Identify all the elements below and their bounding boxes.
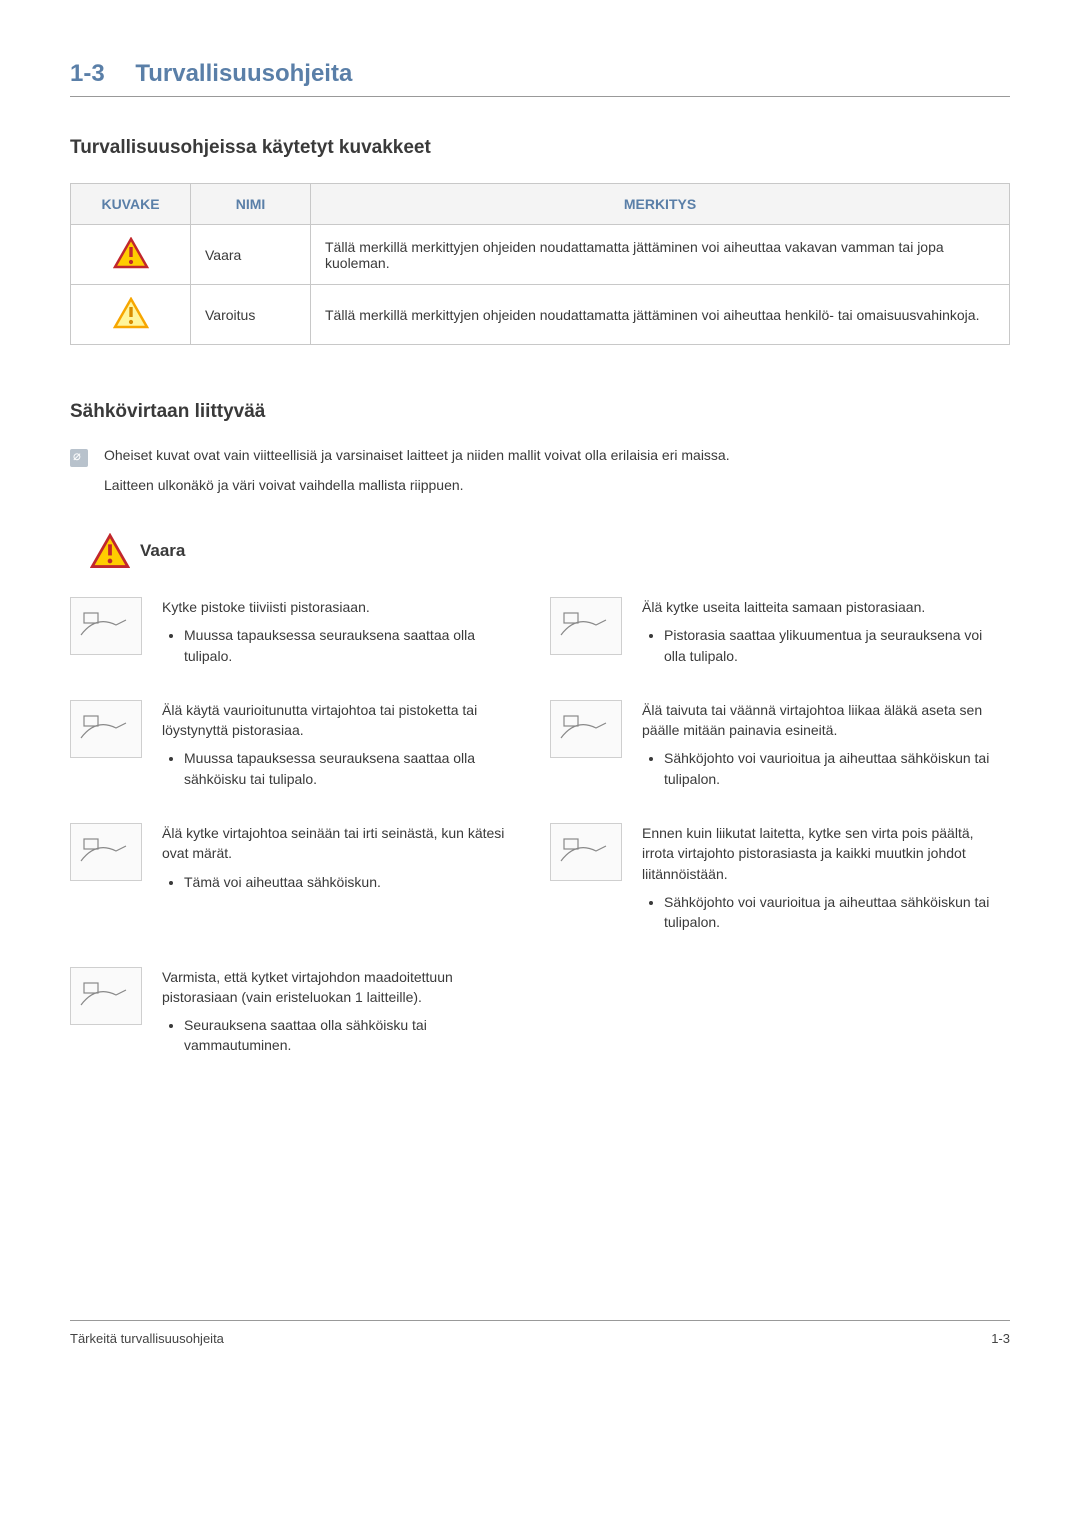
footer: Tärkeitä turvallisuusohjeita 1-3 — [70, 1320, 1010, 1346]
item-bullet: Pistorasia saattaa ylikuumentua ja seura… — [664, 625, 1000, 666]
danger-icon — [113, 237, 149, 269]
item-bullet: Tämä voi aiheuttaa sähköiskun. — [184, 872, 520, 892]
item-head: Kytke pistoke tiiviisti pistorasiaan. — [162, 597, 520, 617]
row-meaning: Tällä merkillä merkittyjen ohjeiden noud… — [311, 225, 1010, 285]
th-nimi: NIMI — [191, 184, 311, 225]
footer-right: 1-3 — [991, 1331, 1010, 1346]
subheading-icons: Turvallisuusohjeissa käytetyt kuvakkeet — [70, 137, 1010, 159]
item-head: Varmista, että kytket virtajohdon maadoi… — [162, 967, 520, 1008]
illustration-icon — [70, 597, 142, 655]
item-head: Ennen kuin liikutat laitetta, kytke sen … — [642, 823, 1000, 884]
icons-table: KUVAKE NIMI MERKITYS Vaara Tällä merkill… — [70, 183, 1010, 345]
danger-heading: Vaara — [90, 533, 1010, 569]
subheading-power: Sähkövirtaan liittyvää — [70, 401, 1010, 423]
illustration-icon — [550, 700, 622, 758]
table-row: Varoitus Tällä merkillä merkittyjen ohje… — [71, 285, 1010, 345]
safety-item: Älä kytke virtajohtoa seinään tai irti s… — [70, 823, 520, 936]
safety-item: Älä kytke useita laitteita samaan pistor… — [550, 597, 1000, 670]
section-header: 1-3 Turvallisuusohjeita — [70, 60, 1010, 97]
illustration-icon — [70, 967, 142, 1025]
row-name: Varoitus — [191, 285, 311, 345]
item-head: Älä taivuta tai väännä virtajohtoa liika… — [642, 700, 1000, 741]
section-number: 1-3 — [70, 60, 105, 87]
item-bullet: Seurauksena saattaa olla sähköisku tai v… — [184, 1015, 520, 1056]
note-text: Laitteen ulkonäkö ja väri voivat vaihdel… — [104, 477, 464, 493]
section-title: Turvallisuusohjeita — [135, 60, 352, 87]
warning-icon — [113, 297, 149, 329]
footer-left: Tärkeitä turvallisuusohjeita — [70, 1331, 224, 1346]
safety-item: Älä taivuta tai väännä virtajohtoa liika… — [550, 700, 1000, 793]
safety-item: Ennen kuin liikutat laitetta, kytke sen … — [550, 823, 1000, 936]
item-head: Älä käytä vaurioitunutta virtajohtoa tai… — [162, 700, 520, 741]
note-block: Oheiset kuvat ovat vain viitteellisiä ja… — [70, 447, 1010, 493]
item-bullet: Muussa tapauksessa seurauksena saattaa o… — [184, 625, 520, 666]
safety-item: Varmista, että kytket virtajohdon maadoi… — [70, 967, 520, 1060]
safety-item: Kytke pistoke tiiviisti pistorasiaan. Muu… — [70, 597, 520, 670]
row-name: Vaara — [191, 225, 311, 285]
safety-item: Älä käytä vaurioitunutta virtajohtoa tai… — [70, 700, 520, 793]
row-meaning: Tällä merkillä merkittyjen ohjeiden noud… — [311, 285, 1010, 345]
illustration-icon — [70, 700, 142, 758]
illustration-icon — [550, 597, 622, 655]
table-row: Vaara Tällä merkillä merkittyjen ohjeide… — [71, 225, 1010, 285]
th-kuvake: KUVAKE — [71, 184, 191, 225]
note-icon — [70, 449, 88, 467]
th-merkitys: MERKITYS — [311, 184, 1010, 225]
danger-icon — [90, 533, 130, 569]
items-grid: Kytke pistoke tiiviisti pistorasiaan. Muu… — [70, 597, 1010, 1060]
item-bullet: Sähköjohto voi vaurioitua ja aiheuttaa s… — [664, 892, 1000, 933]
note-text: Oheiset kuvat ovat vain viitteellisiä ja… — [104, 447, 730, 463]
item-head: Älä kytke useita laitteita samaan pistor… — [642, 597, 1000, 617]
item-bullet: Sähköjohto voi vaurioitua ja aiheuttaa s… — [664, 748, 1000, 789]
item-head: Älä kytke virtajohtoa seinään tai irti s… — [162, 823, 520, 864]
item-bullet: Muussa tapauksessa seurauksena saattaa o… — [184, 748, 520, 789]
illustration-icon — [550, 823, 622, 881]
danger-label: Vaara — [140, 541, 185, 561]
illustration-icon — [70, 823, 142, 881]
